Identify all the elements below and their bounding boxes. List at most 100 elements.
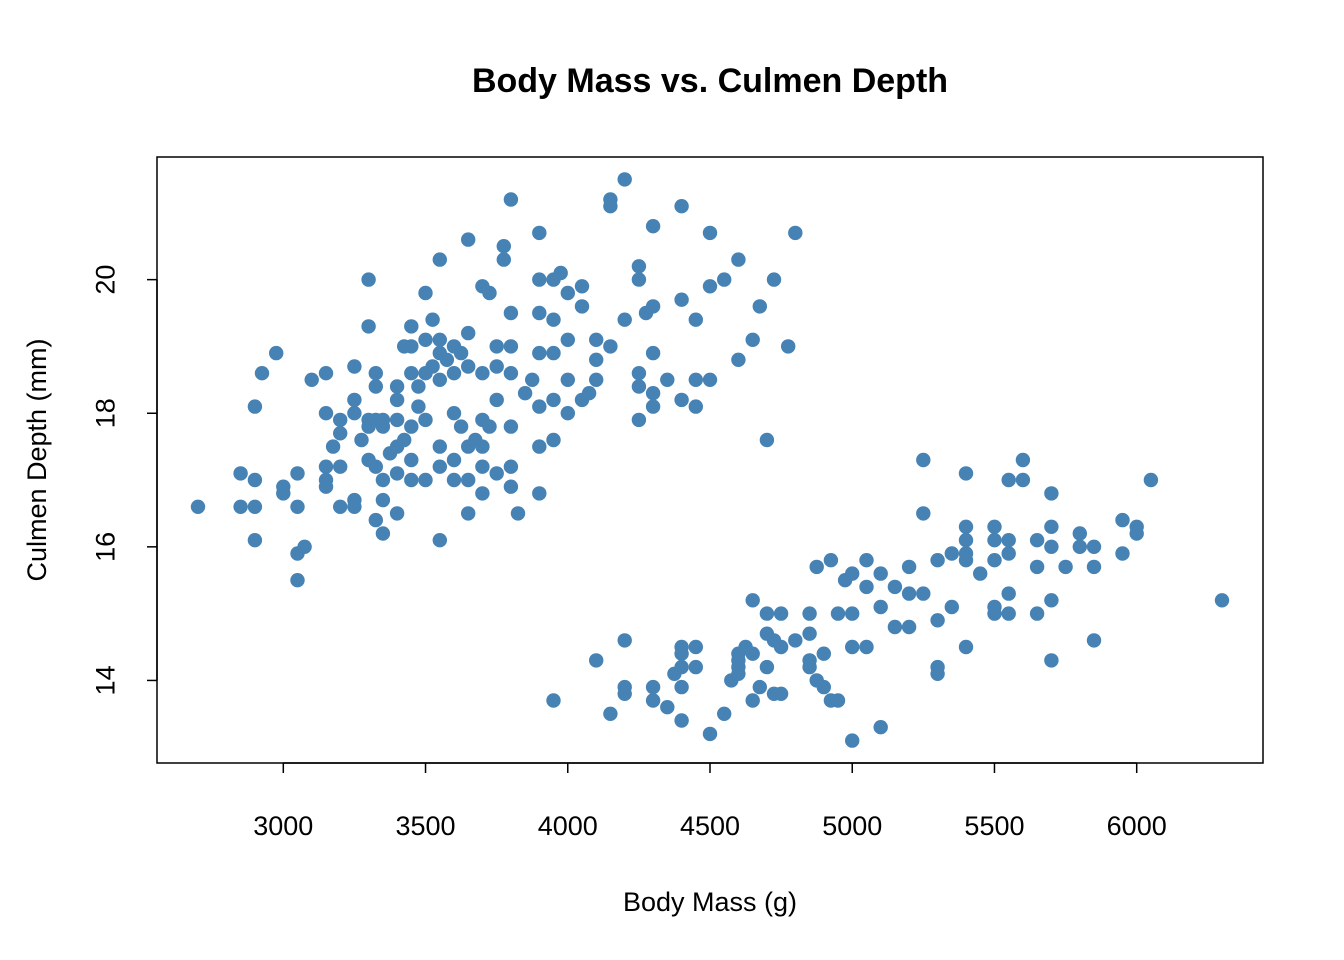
data-point: [617, 633, 632, 648]
data-point: [333, 412, 348, 428]
data-point: [901, 559, 917, 575]
data-point: [631, 259, 647, 274]
data-point: [461, 506, 476, 521]
data-point: [603, 706, 618, 721]
data-point: [361, 319, 376, 334]
data-point: [489, 359, 504, 374]
data-point: [503, 305, 519, 321]
data-point: [688, 659, 703, 675]
data-point: [745, 332, 760, 347]
data-point: [845, 733, 860, 748]
data-point: [375, 526, 391, 541]
data-point: [1001, 546, 1016, 561]
data-point: [603, 339, 618, 354]
data-point: [482, 419, 497, 434]
data-point: [1129, 526, 1144, 541]
data-point: [745, 593, 760, 608]
data-point: [354, 432, 369, 448]
data-point: [532, 305, 547, 321]
data-point: [645, 219, 661, 234]
data-point: [446, 406, 462, 421]
data-point: [781, 339, 796, 354]
data-point: [503, 366, 519, 381]
data-point: [752, 679, 767, 695]
data-point: [987, 606, 1002, 621]
data-point: [461, 472, 476, 488]
data-point: [1044, 653, 1059, 668]
data-point: [560, 372, 575, 387]
data-point: [546, 392, 561, 408]
data-point: [482, 285, 497, 301]
data-point: [475, 366, 490, 381]
data-point: [389, 506, 405, 521]
data-point: [1029, 533, 1045, 548]
data-point: [247, 399, 263, 414]
data-point: [987, 533, 1002, 548]
data-point: [574, 279, 590, 294]
data-point: [475, 439, 490, 454]
data-point: [717, 272, 732, 287]
data-point: [645, 386, 661, 401]
data-point: [432, 533, 447, 548]
data-point: [461, 232, 476, 247]
data-point: [688, 639, 703, 655]
data-point: [702, 726, 718, 742]
data-point: [347, 406, 362, 421]
data-point: [773, 639, 789, 655]
data-point: [368, 366, 383, 381]
data-point: [532, 439, 547, 454]
data-point: [944, 599, 959, 615]
data-point: [290, 466, 305, 481]
data-point: [1001, 533, 1016, 548]
data-point: [901, 619, 917, 635]
data-point: [532, 399, 547, 414]
data-point: [418, 472, 433, 488]
data-point: [645, 345, 661, 361]
data-point: [873, 566, 888, 581]
data-point: [432, 439, 447, 454]
data-point: [845, 639, 860, 655]
data-point: [404, 472, 419, 488]
data-point: [333, 426, 348, 441]
data-point: [525, 372, 540, 387]
data-point: [1001, 606, 1016, 621]
data-point: [489, 339, 504, 354]
data-point: [489, 466, 504, 481]
data-point: [958, 639, 974, 655]
data-point: [731, 666, 746, 681]
data-point: [617, 172, 632, 187]
data-point: [503, 459, 519, 474]
data-point: [233, 499, 248, 514]
y-axis: 14 16 18 20: [90, 265, 158, 695]
data-point: [1214, 593, 1230, 608]
data-point: [788, 633, 803, 648]
data-point: [432, 459, 447, 474]
data-point: [247, 533, 263, 548]
data-point: [446, 472, 462, 488]
x-tick-label: 6000: [1107, 811, 1167, 841]
data-point: [816, 679, 831, 695]
data-point: [1044, 539, 1059, 554]
data-point: [987, 553, 1002, 568]
data-point: [589, 332, 604, 347]
data-point: [318, 459, 334, 474]
data-point: [645, 679, 661, 695]
data-point: [830, 606, 846, 621]
data-point: [581, 386, 597, 401]
data-point: [368, 379, 383, 394]
data-point: [916, 506, 931, 521]
data-point: [560, 406, 575, 421]
data-point: [1044, 519, 1059, 534]
data-point: [532, 345, 547, 361]
data-point: [645, 299, 661, 314]
x-tick-label: 3000: [253, 811, 313, 841]
data-point: [254, 366, 270, 381]
data-point: [674, 199, 689, 214]
data-point: [574, 299, 590, 314]
x-tick-label: 3500: [395, 811, 455, 841]
data-point: [916, 586, 931, 601]
data-points: [190, 172, 1230, 748]
data-point: [773, 606, 789, 621]
data-point: [297, 539, 312, 554]
